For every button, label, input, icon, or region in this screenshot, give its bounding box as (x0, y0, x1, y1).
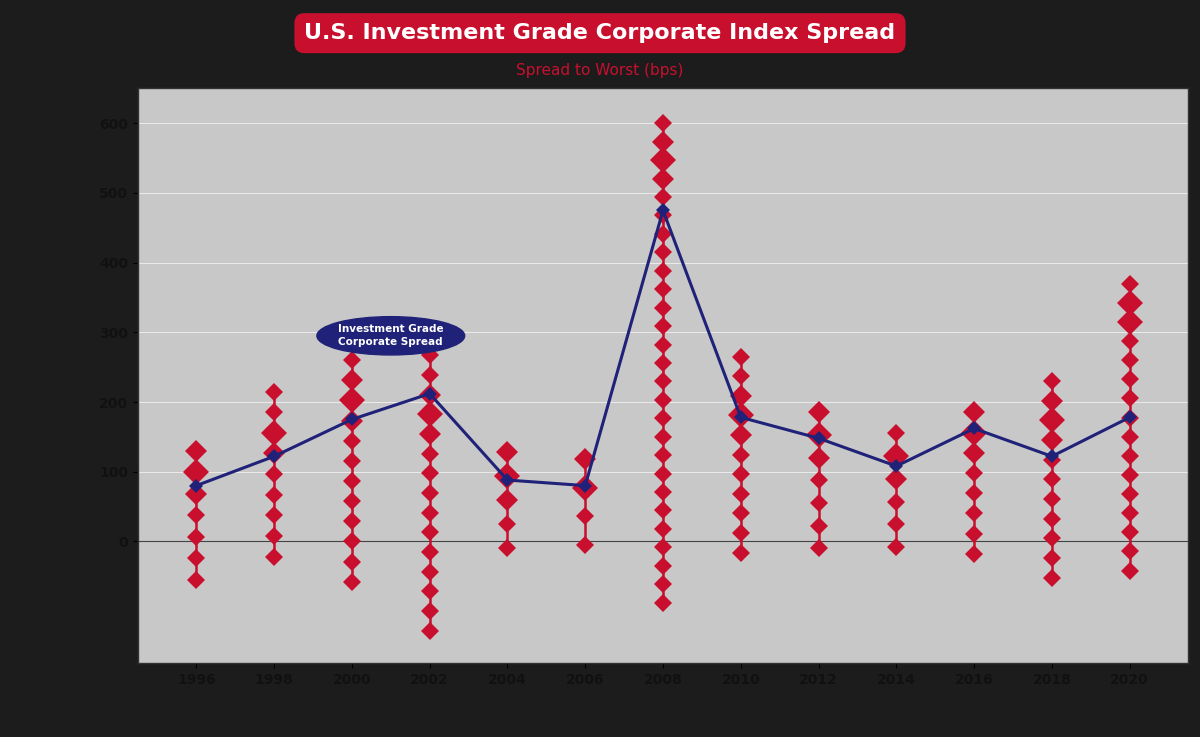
Text: Spread to Worst (bps): Spread to Worst (bps) (516, 63, 684, 77)
Ellipse shape (317, 317, 464, 355)
Text: U.S. Investment Grade Corporate Index Spread: U.S. Investment Grade Corporate Index Sp… (305, 23, 895, 43)
Text: Investment Grade
Corporate Spread: Investment Grade Corporate Spread (338, 324, 444, 347)
